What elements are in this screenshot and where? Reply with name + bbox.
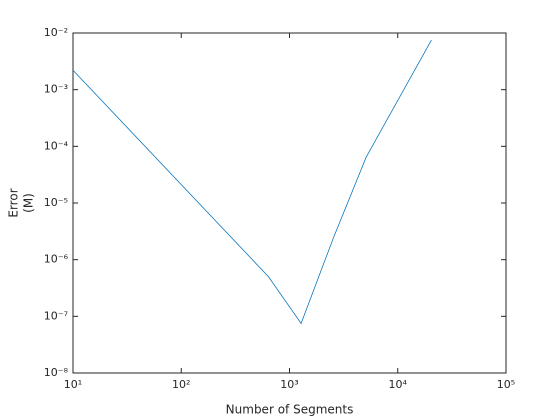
y-tick-label: 10⁻⁸: [44, 366, 69, 379]
y-axis-label: Error: [7, 188, 21, 217]
x-tick-label: 10¹: [64, 378, 82, 391]
y-tick-label: 10⁻³: [44, 83, 68, 96]
x-tick-label: 10²: [172, 378, 190, 391]
y-tick-label: 10⁻⁷: [44, 309, 68, 322]
x-tick-label: 10⁵: [497, 378, 515, 391]
y-tick-label: 10⁻⁶: [44, 253, 69, 266]
x-tick-label: 10³: [280, 378, 298, 391]
y-tick-label: 10⁻²: [44, 26, 68, 39]
x-axis-label: Number of Segments: [226, 403, 354, 417]
y-tick-label: 10⁻⁴: [44, 139, 69, 152]
y-axis-label: (M): [22, 193, 36, 213]
x-tick-label: 10⁴: [389, 378, 408, 391]
data-line: [72, 39, 432, 325]
y-tick-label: 10⁻⁵: [44, 196, 68, 209]
